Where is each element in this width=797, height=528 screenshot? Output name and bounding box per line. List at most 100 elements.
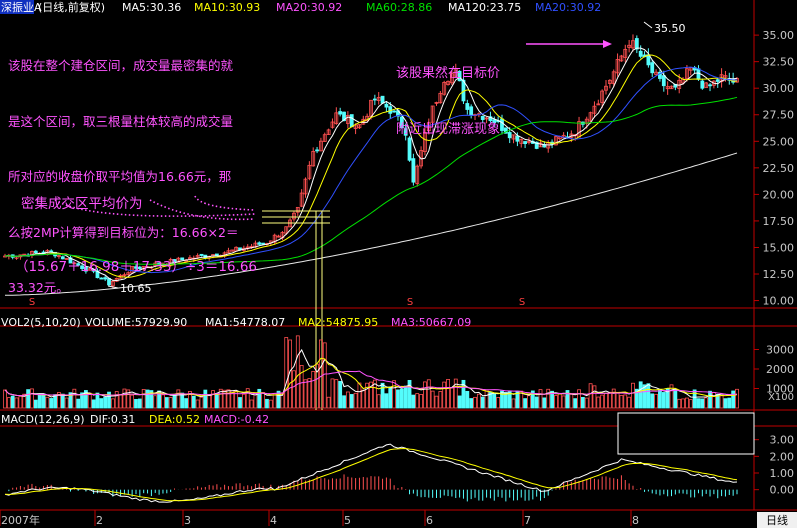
- candle-body: [284, 226, 289, 234]
- ma60-line: [4, 96, 738, 265]
- candle-body: [511, 134, 516, 140]
- volume-bar: [419, 394, 423, 409]
- candle-body: [261, 242, 266, 245]
- candle-body: [634, 38, 639, 50]
- stock-name-highlight: [0, 0, 34, 14]
- volume-bar: [299, 365, 304, 409]
- volume-bar: [685, 397, 689, 409]
- volume-bar: [114, 391, 119, 409]
- candle-body: [450, 73, 454, 84]
- price-axis-label: 17.50: [763, 215, 795, 228]
- volume-header-field: MA3:50667.09: [391, 316, 471, 329]
- volume-bar: [10, 395, 15, 409]
- candle-body: [592, 105, 597, 114]
- volume-bar: [554, 395, 558, 409]
- period-button[interactable]: [757, 512, 797, 528]
- volume-bar: [403, 385, 408, 409]
- volume-axis-label: 3000: [766, 344, 794, 357]
- volume-bar: [141, 389, 146, 409]
- volume-bar: [238, 397, 242, 409]
- candle-body: [534, 141, 539, 149]
- volume-bar: [611, 388, 616, 409]
- x-axis-label: 4: [270, 514, 277, 527]
- volume-bar: [434, 395, 439, 409]
- volume-bar: [530, 390, 535, 409]
- volume-bar: [619, 395, 624, 409]
- candle-body: [353, 124, 358, 129]
- volume-bar: [700, 398, 705, 409]
- volume-bar: [218, 388, 223, 409]
- volume-bar: [473, 396, 477, 409]
- candle-body: [345, 115, 350, 124]
- candle-body: [503, 127, 508, 134]
- candle-body: [661, 75, 666, 87]
- volume-bar: [41, 393, 46, 409]
- volume-bar: [203, 389, 208, 409]
- price-axis-label: 20.00: [763, 188, 795, 201]
- volume-bar: [658, 389, 662, 409]
- volume-bar: [349, 394, 354, 409]
- volume-bar: [214, 393, 219, 409]
- volume-bar: [561, 395, 566, 409]
- volume-bar: [33, 399, 38, 409]
- candle-body: [554, 136, 558, 146]
- volume-bar: [107, 391, 111, 409]
- candle-body: [700, 80, 705, 89]
- ma120-line: [4, 152, 738, 296]
- macd-axis-label: 1.00: [770, 467, 795, 480]
- volume-bar: [172, 394, 177, 409]
- volume-bar: [303, 379, 308, 409]
- period-button-label[interactable]: 日线: [766, 513, 788, 527]
- annotation-line: 附近出现滞涨现象: [396, 121, 501, 137]
- volume-bar: [469, 398, 474, 409]
- candle-body: [696, 68, 701, 80]
- volume-bar: [372, 379, 377, 409]
- candle-body: [507, 132, 512, 139]
- annotation-dotted-arrow: [194, 195, 256, 211]
- candle-body: [330, 121, 335, 128]
- candle-body: [430, 105, 435, 123]
- volume-bar: [388, 386, 393, 409]
- volume-header-field: MA1:54778.07: [205, 316, 285, 329]
- volume-bar: [161, 394, 165, 409]
- candle-body: [519, 139, 524, 144]
- candle-body: [176, 257, 181, 263]
- candle-body: [434, 101, 439, 104]
- candle-body: [80, 265, 84, 269]
- volume-bar: [6, 397, 11, 409]
- candle-body: [199, 253, 204, 256]
- x-axis-label: 3: [184, 514, 191, 527]
- candle-body: [627, 44, 632, 48]
- volume-axis-label: 2000: [766, 363, 794, 376]
- volume-bar: [731, 390, 736, 409]
- candle-body: [638, 50, 643, 57]
- candle-body: [226, 250, 231, 254]
- volume-bar: [550, 390, 554, 409]
- volume-bar: [334, 379, 339, 409]
- x-axis-bar: [0, 512, 797, 528]
- volume-bar: [457, 395, 462, 409]
- candle-body: [137, 266, 142, 270]
- volume-bar: [184, 398, 188, 409]
- volume-bar: [84, 390, 88, 409]
- volume-bar: [580, 397, 585, 409]
- candle-body: [134, 266, 138, 269]
- annotation-line: 么按2MP计算得到目标位为：16.66×2＝: [8, 224, 239, 240]
- volume-bar: [137, 398, 142, 409]
- info-box: [617, 412, 755, 455]
- volume-bar: [623, 394, 628, 409]
- signal-mark: S: [29, 297, 35, 308]
- price-header-field: MA60:28.86: [366, 1, 432, 14]
- volume-bar: [677, 398, 682, 409]
- candle-body: [596, 103, 601, 106]
- volume-header-field: VOLUME:57929.90: [85, 316, 187, 329]
- volume-bar: [226, 389, 231, 409]
- volume-bar: [72, 388, 77, 409]
- volume-bar: [715, 393, 720, 409]
- price-axis-label: 10.00: [763, 295, 795, 308]
- volume-bar: [153, 395, 158, 409]
- volume-bar: [30, 388, 34, 409]
- volume-bar: [634, 388, 639, 409]
- volume-bar: [407, 379, 412, 409]
- volume-bar: [288, 339, 292, 409]
